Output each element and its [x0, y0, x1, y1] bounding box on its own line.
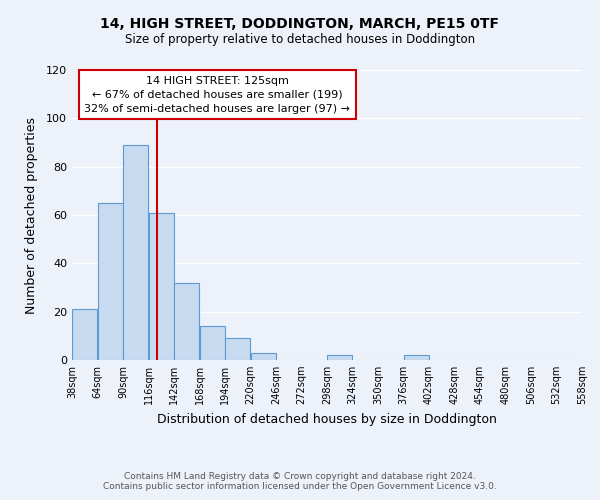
Y-axis label: Number of detached properties: Number of detached properties	[25, 116, 38, 314]
X-axis label: Distribution of detached houses by size in Doddington: Distribution of detached houses by size …	[157, 412, 497, 426]
Bar	[404, 355, 428, 360]
Text: Size of property relative to detached houses in Doddington: Size of property relative to detached ho…	[125, 32, 475, 46]
Text: Contains HM Land Registry data © Crown copyright and database right 2024.: Contains HM Land Registry data © Crown c…	[124, 472, 476, 481]
Text: Contains public sector information licensed under the Open Government Licence v3: Contains public sector information licen…	[103, 482, 497, 491]
Bar	[149, 212, 173, 360]
Text: 14 HIGH STREET: 125sqm
← 67% of detached houses are smaller (199)
32% of semi-de: 14 HIGH STREET: 125sqm ← 67% of detached…	[85, 76, 350, 114]
Bar	[124, 145, 148, 360]
Bar	[200, 326, 224, 360]
Bar	[226, 338, 250, 360]
Bar	[98, 203, 122, 360]
Bar	[73, 309, 97, 360]
Bar	[175, 282, 199, 360]
Bar	[251, 353, 275, 360]
Bar	[328, 355, 352, 360]
Text: 14, HIGH STREET, DODDINGTON, MARCH, PE15 0TF: 14, HIGH STREET, DODDINGTON, MARCH, PE15…	[101, 18, 499, 32]
